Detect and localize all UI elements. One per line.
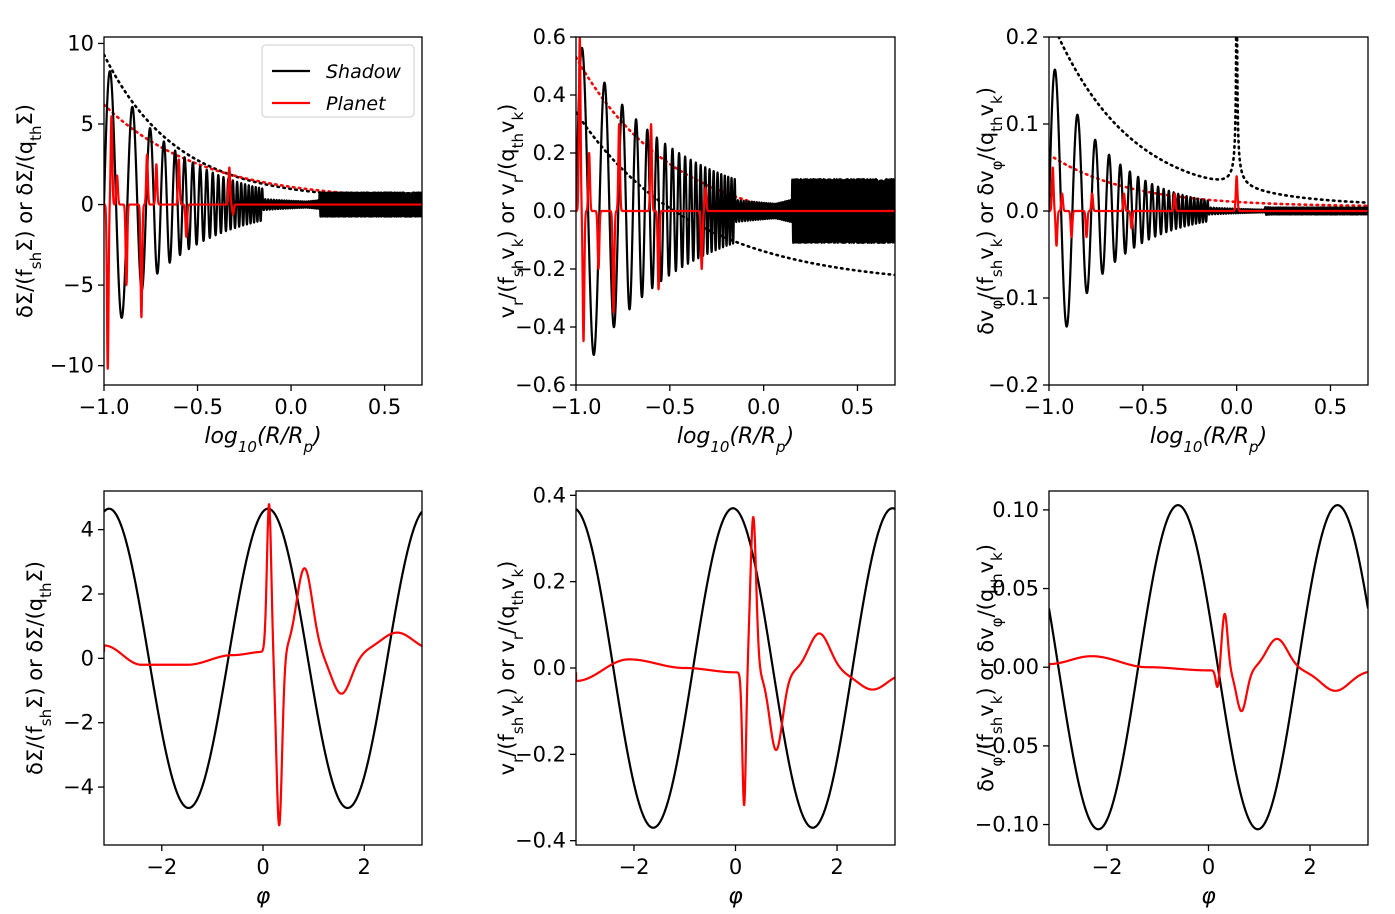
y-tick-label: −0.05	[975, 734, 1039, 758]
plot-area	[576, 507, 895, 829]
y-tick-label: −0.2	[988, 373, 1039, 397]
axes-frame	[103, 36, 423, 386]
series-planet	[576, 37, 895, 343]
panel-bottom-mid: −2 0 2 −0.4 −0.2 0.0 0.2 0.4 φ vr/(fshvk) or vr/(…	[495, 483, 896, 909]
series-shadow-envelope	[576, 111, 895, 277]
series-shadow-envelope	[1057, 37, 1368, 204]
x-tick-label: −2	[618, 855, 649, 879]
x-tick-label: 2	[358, 855, 371, 879]
series-shadow	[104, 507, 422, 810]
x-tick-label: 0	[256, 855, 269, 879]
y-axis-label: δvφ/(fshvk) or δvφ/(qthvk)	[974, 544, 1006, 792]
y-tick-label: 4	[81, 518, 94, 542]
y-tick-label: −4	[63, 775, 94, 799]
series-planet	[104, 503, 422, 827]
x-tick-label: 0.5	[368, 395, 401, 419]
x-tick-label: −1.0	[1024, 395, 1075, 419]
series-planet	[1049, 612, 1368, 713]
panel-top-mid: −1.0 −0.5 0.0 0.5 −0.6 −0.4 −0.2 0.0 0.2 0.4 0.6 lo…	[495, 25, 896, 456]
y-tick-label: 0.10	[992, 498, 1039, 522]
series-shadow	[576, 46, 895, 356]
y-tick-label: −0.10	[975, 813, 1039, 837]
y-tick-label: 0.2	[1006, 25, 1039, 49]
series-shadow	[1049, 68, 1368, 328]
panel-top-right: −1.0 −0.5 0.0 0.5 −0.2 −0.1 0.0 0.1 0.2 log10(R/R…	[974, 25, 1369, 456]
y-axis-label: δΣ/(fshΣ) or δΣ/(qthΣ)	[23, 561, 55, 775]
y-axis-label: vr/(fshvk) or vr/(qthvk)	[495, 104, 527, 319]
y-tick-label: −0.2	[515, 742, 566, 766]
series-shadow	[576, 507, 895, 829]
panel-top-left: −1.0 −0.5 0.0 0.5 −10 −5 0 5 10 log10(R/Rp) δΣ/(fs…	[13, 31, 423, 456]
x-tick-label: −1.0	[79, 395, 130, 419]
x-tick-label: −2	[1091, 855, 1122, 879]
y-tick-label: 0.2	[533, 141, 566, 165]
x-tick-label: −0.5	[1117, 395, 1168, 419]
y-tick-label: 2	[81, 582, 94, 606]
y-tick-label: 0.00	[992, 655, 1039, 679]
series-planet	[104, 115, 422, 370]
y-tick-label: 0.0	[533, 199, 566, 223]
y-tick-label: −0.4	[515, 829, 566, 853]
axes-frame	[575, 490, 896, 846]
x-axis-label: φ	[728, 884, 743, 909]
x-tick-label: 2	[1303, 855, 1316, 879]
x-tick-label: −1.0	[551, 395, 602, 419]
panel-bottom-left: −2 0 2 −4 −2 0 2 4 φ δΣ/(fshΣ) or δΣ/(qthΣ)	[23, 490, 423, 909]
y-tick-label: −10	[50, 354, 94, 378]
legend-label-shadow: Shadow	[326, 61, 401, 83]
x-tick-label: −0.5	[172, 395, 223, 419]
series-planet	[1049, 166, 1368, 247]
x-tick-label: 0.0	[1220, 395, 1253, 419]
x-axis-label: log10(R/Rp)	[1150, 424, 1267, 456]
y-axis-label: δvφ/(fshvk) or δvφ/(qthvk)	[974, 87, 1006, 335]
x-tick-label: 2	[830, 855, 843, 879]
x-axis-label: log10(R/Rp)	[204, 424, 321, 456]
x-tick-label: 0	[1202, 855, 1215, 879]
plot-area	[1049, 504, 1368, 831]
x-axis-label: φ	[1201, 884, 1216, 909]
y-axis-label: δΣ/(fshΣ) or δΣ/(qthΣ)	[13, 104, 45, 318]
plot-area	[104, 53, 422, 370]
y-tick-label: 0	[81, 193, 94, 217]
series-planet-envelope	[104, 103, 422, 199]
y-tick-label: −5	[63, 273, 94, 297]
legend-label-planet: Planet	[326, 93, 387, 115]
x-tick-label: 0.5	[841, 395, 874, 419]
panel-bottom-right: −2 0 2 −0.10 −0.05 0.00 0.05 0.10 φ δvφ/(fshvk) o…	[974, 490, 1369, 909]
y-tick-label: 0	[81, 646, 94, 670]
plot-area	[104, 503, 422, 827]
x-tick-label: 0.0	[747, 395, 780, 419]
y-tick-label: −0.2	[515, 257, 566, 281]
plot-area	[1049, 37, 1368, 328]
y-tick-label: 0.2	[533, 570, 566, 594]
x-axis-label: log10(R/Rp)	[677, 424, 794, 456]
y-tick-label: 0.0	[1006, 199, 1039, 223]
series-planet	[576, 515, 895, 807]
series-shadow	[1049, 504, 1368, 831]
legend-box	[261, 44, 415, 118]
x-tick-label: −2	[146, 855, 177, 879]
plot-area	[576, 37, 895, 356]
x-tick-label: −0.5	[644, 395, 695, 419]
y-axis-label: vr/(fshvk) or vr/(qthvk)	[495, 561, 527, 776]
legend: Shadow Planet	[261, 44, 415, 118]
axes-frame	[103, 490, 423, 846]
y-tick-label: 0.05	[992, 577, 1039, 601]
y-tick-label: −0.6	[515, 373, 566, 397]
x-axis-label: φ	[256, 884, 271, 909]
x-tick-label: 0.5	[1314, 395, 1347, 419]
y-tick-label: 0.4	[533, 83, 566, 107]
y-tick-label: −0.4	[515, 315, 566, 339]
y-tick-label: −2	[63, 711, 94, 735]
y-tick-label: 0.0	[533, 656, 566, 680]
y-tick-label: 10	[67, 31, 94, 55]
y-tick-label: 0.4	[533, 483, 566, 507]
y-tick-label: 0.1	[1006, 112, 1039, 136]
y-tick-label: −0.1	[988, 286, 1039, 310]
x-tick-label: 0.0	[274, 395, 307, 419]
x-tick-label: 0	[729, 855, 742, 879]
y-tick-label: 5	[81, 112, 94, 136]
y-tick-label: 0.6	[533, 25, 566, 49]
